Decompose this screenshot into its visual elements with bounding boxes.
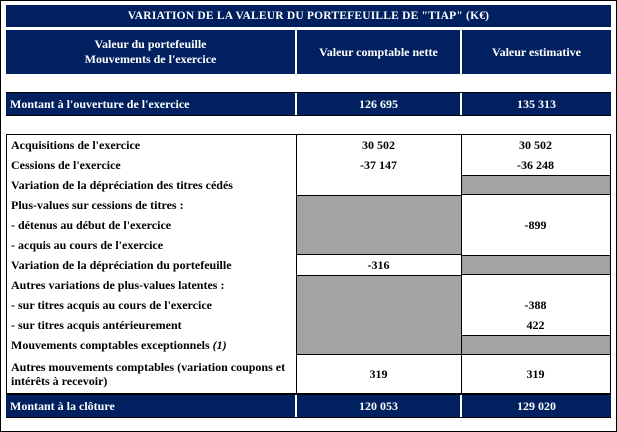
table-title: VARIATION DE LA VALEUR DU PORTEFEUILLE D…: [6, 5, 611, 27]
book-value-cell: 30 502: [362, 137, 395, 152]
spacer: [6, 116, 611, 134]
estimated-value-cell: 422: [526, 317, 545, 332]
row-label: Acquisitions de l'exercice: [11, 137, 141, 152]
book-value-cell: 319: [369, 366, 388, 381]
opening-row: Montant à l'ouverture de l'exercice 126 …: [6, 92, 611, 116]
spacer: [6, 74, 611, 92]
na-cell: [461, 255, 610, 275]
closing-row: Montant à la clôture 120 053 129 020: [6, 394, 611, 418]
na-cell: [296, 195, 461, 255]
na-cell: [296, 275, 461, 355]
header-portfolio-cell: Valeur du portefeuille Mouvements de l'e…: [6, 30, 295, 74]
row-label: Cessions de l'exercice: [11, 157, 121, 172]
opening-estimated-value: 135 313: [460, 93, 611, 115]
book-value-cell: -37 147: [360, 157, 397, 172]
row-label: Variation de la dépréciation du portefeu…: [11, 257, 232, 272]
row-label: Autres mouvements comptables (variation …: [11, 359, 286, 388]
row-label: Mouvements comptables exceptionnels (1): [7, 335, 296, 355]
estimated-value-cell: 30 502: [519, 137, 552, 152]
closing-label: Montant à la clôture: [6, 395, 295, 417]
table-body: Acquisitions de l'exercice Cessions de l…: [6, 134, 611, 394]
row-label: Plus-values sur cessions de titres :: [11, 197, 184, 212]
estimated-value-cell: -899: [524, 217, 547, 232]
estimated-value-cell: 319: [526, 366, 545, 381]
estimated-value-cell: -36 248: [517, 157, 554, 172]
row-label-text: Mouvements comptables exceptionnels: [11, 337, 210, 352]
header-portfolio-line1: Valeur du portefeuille: [94, 37, 207, 51]
closing-book-value: 120 053: [295, 395, 460, 417]
na-cell: [461, 335, 610, 355]
row-label: Variation de la dépréciation des titres …: [11, 177, 233, 192]
book-value-cell: -316: [367, 257, 390, 272]
row-label: - sur titres acquis au cours de l'exerci…: [11, 297, 212, 312]
closing-estimated-value: 129 020: [460, 395, 611, 417]
row-label: - acquis au cours de l'exercice: [11, 237, 164, 252]
row-label-note: (1): [212, 337, 227, 352]
header-portfolio-line2: Mouvements de l'exercice: [84, 52, 217, 66]
row-label: - sur titres acquis antérieurement: [11, 317, 182, 332]
na-cell: [461, 175, 610, 195]
header-estimated-value: Valeur estimative: [460, 30, 611, 74]
row-label: - détenus au début de l'exercice: [11, 217, 172, 232]
header-book-value: Valeur comptable nette: [295, 30, 460, 74]
opening-book-value: 126 695: [295, 93, 460, 115]
row-label: Autres variations de plus-values latente…: [11, 277, 225, 292]
opening-label: Montant à l'ouverture de l'exercice: [6, 93, 295, 115]
table-header: Valeur du portefeuille Mouvements de l'e…: [6, 30, 611, 74]
estimated-value-cell: -388: [524, 297, 547, 312]
